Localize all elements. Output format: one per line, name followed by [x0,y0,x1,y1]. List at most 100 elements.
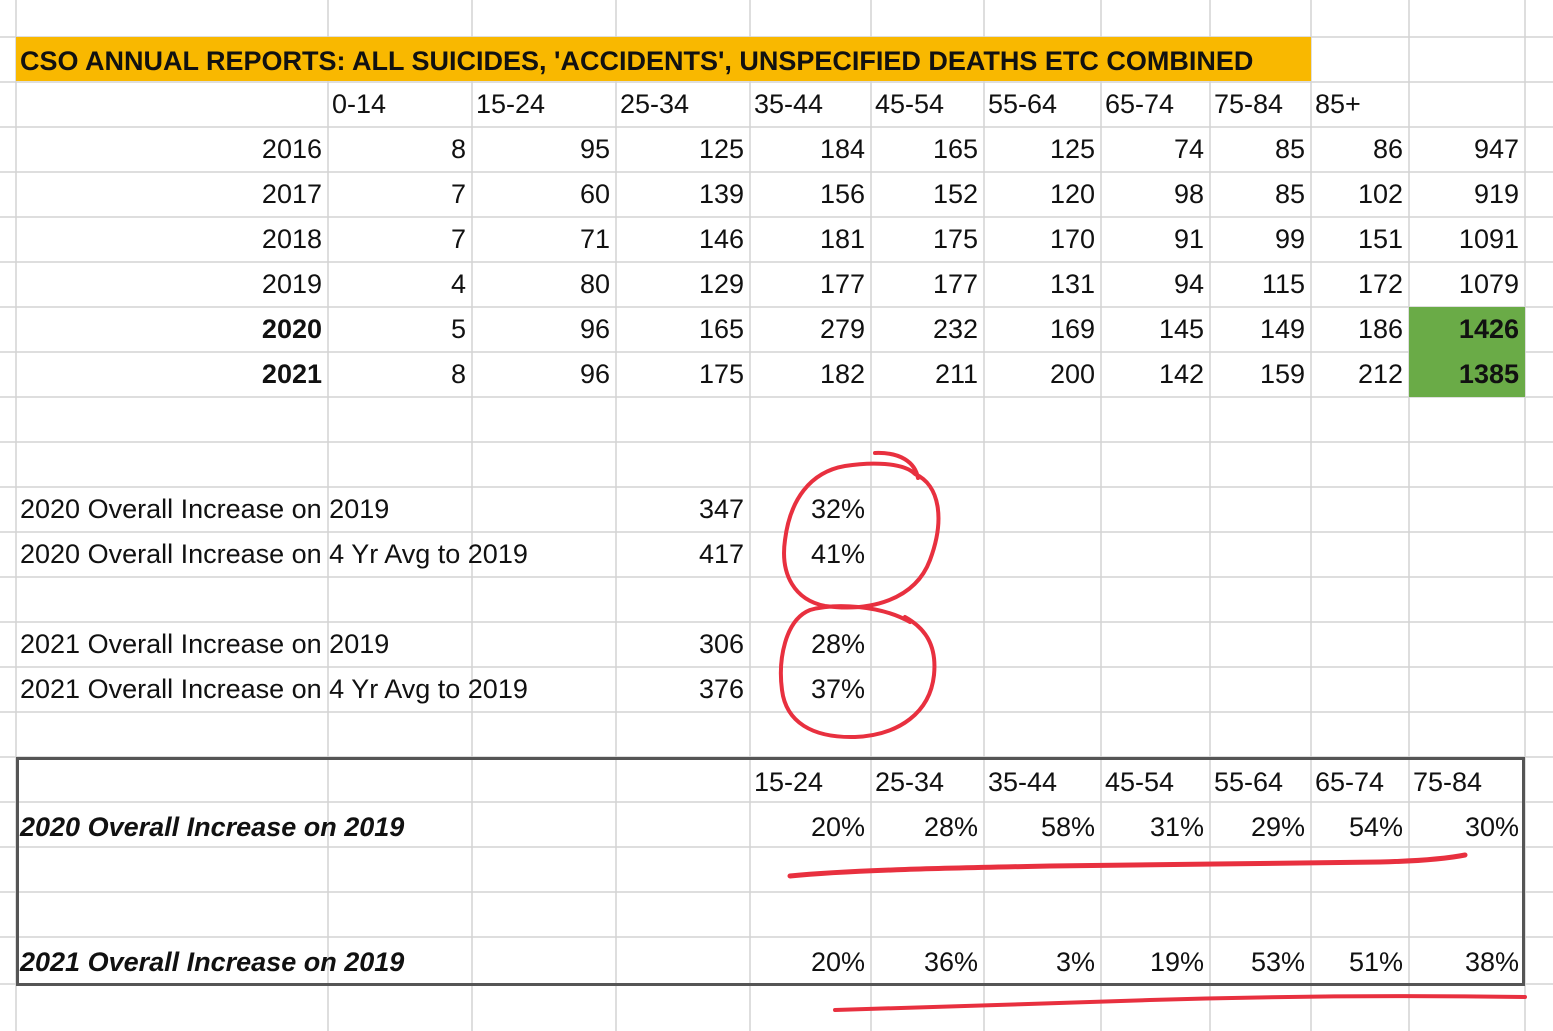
age-header[interactable]: 35-44 [754,89,824,119]
data-cell[interactable]: 211 [934,359,978,389]
age-header[interactable]: 45-54 [875,89,945,119]
data-cell[interactable]: 169 [1049,314,1095,344]
data-cell[interactable]: 86 [1372,134,1403,164]
data-cell[interactable]: 149 [1259,314,1305,344]
data-cell[interactable]: 8 [450,359,466,389]
summary-row-label[interactable]: 2020 Overall Increase on 2019 [20,812,405,842]
data-cell[interactable]: 129 [698,269,744,299]
data-cell[interactable]: 60 [579,179,610,209]
data-cell[interactable]: 125 [1049,134,1095,164]
total-cell[interactable]: 1426 [1409,307,1525,352]
data-cell[interactable]: 94 [1173,269,1204,299]
age-header[interactable]: 75-84 [1214,89,1284,119]
data-cell[interactable]: 98 [1173,179,1204,209]
data-cell[interactable]: 200 [1049,359,1095,389]
year-label[interactable]: 2017 [261,179,322,209]
increase-pct[interactable]: 28% [810,629,865,659]
increase-pct[interactable]: 41% [810,539,865,569]
summary-value[interactable]: 3% [1055,947,1095,977]
summary-header[interactable]: 75-84 [1413,767,1483,797]
data-cell[interactable]: 181 [819,224,865,254]
data-cell[interactable]: 177 [932,269,978,299]
total-cell[interactable]: 947 [1473,134,1519,164]
age-header[interactable]: 0-14 [332,89,387,119]
data-cell[interactable]: 145 [1158,314,1204,344]
data-cell[interactable]: 165 [698,314,744,344]
data-cell[interactable]: 7 [450,179,466,209]
summary-row-label[interactable]: 2021 Overall Increase on 2019 [20,947,405,977]
data-cell[interactable]: 175 [932,224,978,254]
total-cell[interactable]: 1091 [1458,224,1519,254]
data-cell[interactable]: 139 [698,179,744,209]
increase-value[interactable]: 376 [698,674,744,704]
data-cell[interactable]: 96 [579,359,610,389]
data-cell[interactable]: 99 [1274,224,1305,254]
age-header[interactable]: 15-24 [476,89,546,119]
summary-value[interactable]: 20% [810,947,865,977]
data-cell[interactable]: 5 [450,314,466,344]
data-cell[interactable]: 91 [1173,224,1204,254]
increase-label[interactable]: 2020 Overall Increase on 2019 [20,494,390,524]
data-cell[interactable]: 182 [819,359,865,389]
data-cell[interactable]: 142 [1158,359,1204,389]
data-cell[interactable]: 85 [1274,134,1305,164]
summary-value[interactable]: 54% [1348,812,1403,842]
data-cell[interactable]: 159 [1259,359,1305,389]
data-cell[interactable]: 177 [819,269,865,299]
summary-header[interactable]: 65-74 [1315,767,1385,797]
increase-value[interactable]: 306 [698,629,744,659]
summary-value[interactable]: 38% [1464,947,1519,977]
data-cell[interactable]: 156 [819,179,865,209]
increase-pct[interactable]: 32% [810,494,865,524]
summary-value[interactable]: 51% [1348,947,1403,977]
increase-value[interactable]: 347 [698,494,744,524]
age-header[interactable]: 25-34 [620,89,690,119]
summary-value[interactable]: 53% [1250,947,1305,977]
data-cell[interactable]: 186 [1357,314,1403,344]
increase-pct[interactable]: 37% [810,674,865,704]
data-cell[interactable]: 212 [1357,359,1403,389]
summary-value[interactable]: 58% [1040,812,1095,842]
data-cell[interactable]: 232 [932,314,978,344]
data-cell[interactable]: 120 [1049,179,1095,209]
summary-header[interactable]: 15-24 [754,767,824,797]
summary-value[interactable]: 28% [923,812,978,842]
summary-value[interactable]: 19% [1149,947,1204,977]
age-header[interactable]: 65-74 [1105,89,1175,119]
increase-label[interactable]: 2021 Overall Increase on 4 Yr Avg to 201… [20,674,528,704]
total-cell[interactable]: 1385 [1409,352,1525,397]
summary-header[interactable]: 35-44 [988,767,1058,797]
data-cell[interactable]: 7 [450,224,466,254]
data-cell[interactable]: 95 [579,134,610,164]
data-cell[interactable]: 96 [579,314,610,344]
data-cell[interactable]: 80 [579,269,610,299]
data-cell[interactable]: 279 [819,314,865,344]
total-cell[interactable]: 1079 [1458,269,1519,299]
year-label[interactable]: 2020 [261,314,322,344]
summary-header[interactable]: 45-54 [1105,767,1175,797]
summary-value[interactable]: 31% [1149,812,1204,842]
age-header[interactable]: 55-64 [988,89,1058,119]
data-cell[interactable]: 175 [698,359,744,389]
data-cell[interactable]: 184 [819,134,865,164]
increase-label[interactable]: 2021 Overall Increase on 2019 [20,629,390,659]
data-cell[interactable]: 71 [579,224,610,254]
data-cell[interactable]: 131 [1049,269,1095,299]
year-label[interactable]: 2016 [261,134,322,164]
summary-header[interactable]: 25-34 [875,767,945,797]
age-header[interactable]: 85+ [1315,89,1361,119]
data-cell[interactable]: 152 [932,179,978,209]
data-cell[interactable]: 165 [932,134,978,164]
summary-header[interactable]: 55-64 [1214,767,1284,797]
data-cell[interactable]: 85 [1274,179,1305,209]
data-cell[interactable]: 172 [1357,269,1403,299]
summary-value[interactable]: 20% [810,812,865,842]
year-label[interactable]: 2021 [261,359,322,389]
data-cell[interactable]: 74 [1173,134,1204,164]
sheet-title[interactable]: CSO ANNUAL REPORTS: ALL SUICIDES, 'ACCID… [16,37,1311,81]
year-label[interactable]: 2019 [261,269,322,299]
data-cell[interactable]: 146 [698,224,744,254]
data-cell[interactable]: 125 [698,134,744,164]
year-label[interactable]: 2018 [261,224,322,254]
total-cell[interactable]: 919 [1473,179,1519,209]
